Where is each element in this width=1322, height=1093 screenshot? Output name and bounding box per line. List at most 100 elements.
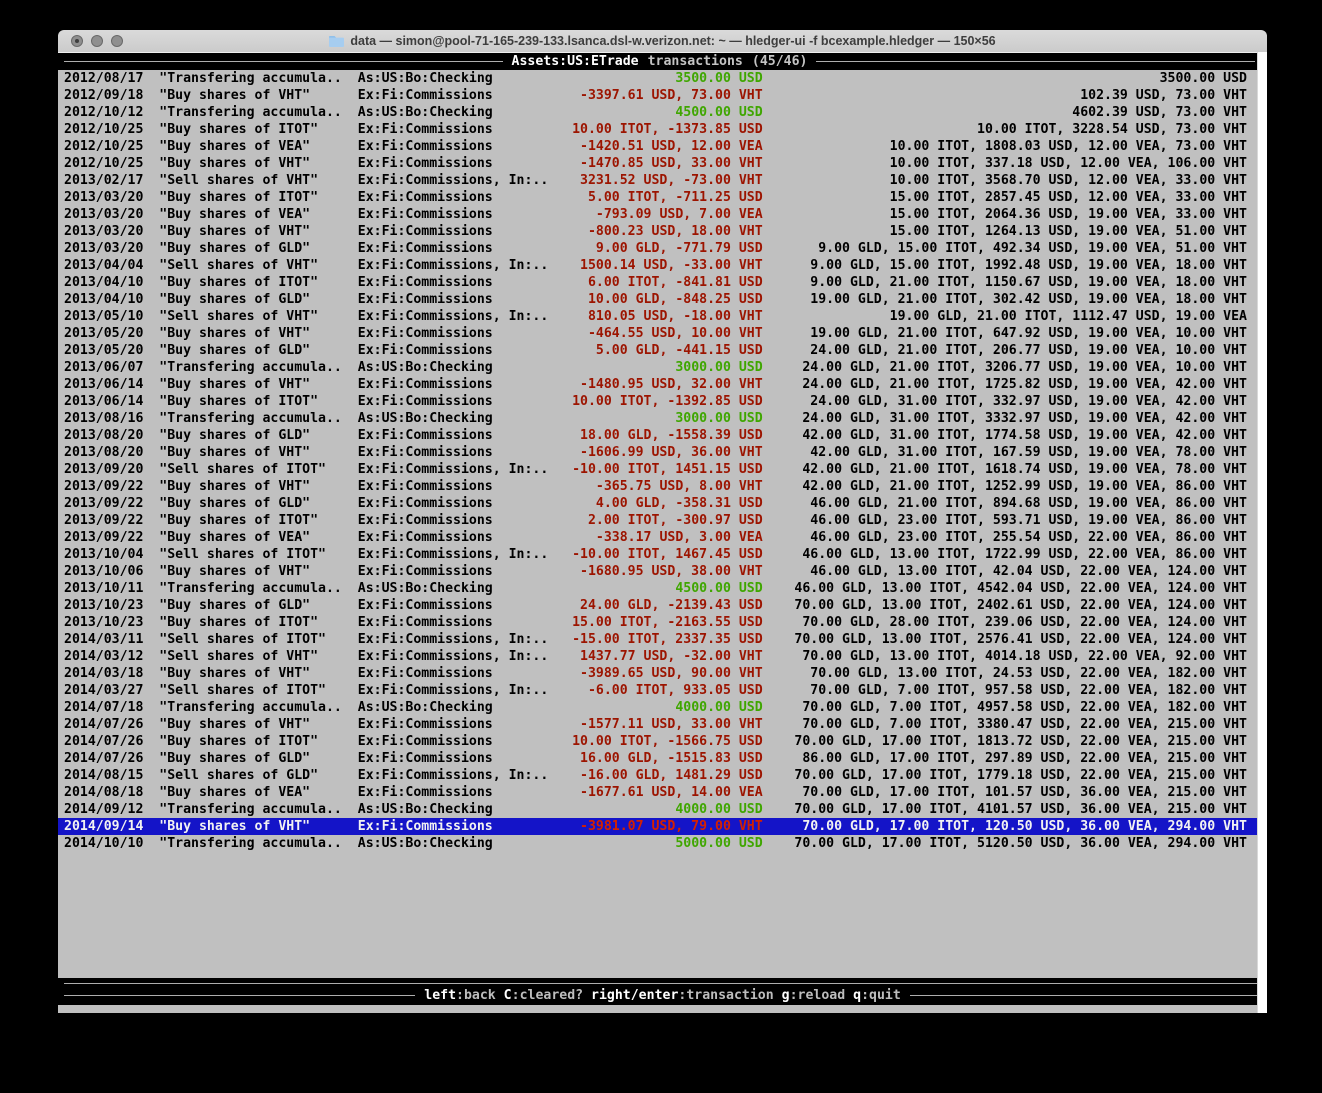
transaction-row[interactable]: 2014/08/15 "Sell shares of GLD" Ex:Fi:Comm… bbox=[58, 767, 1267, 784]
key-hint-right-enter: right/enter bbox=[591, 987, 679, 1003]
transaction-row[interactable]: 2013/04/10 "Buy shares of GLD" Ex:Fi:Commi… bbox=[58, 291, 1267, 308]
transaction-date: 2013/06/14 bbox=[64, 394, 144, 409]
minimize-button[interactable] bbox=[91, 35, 103, 47]
transaction-balance: 70.00 GLD, 17.00 ITOT, 101.57 USD, 36.00… bbox=[802, 785, 1247, 800]
scrollbar-track[interactable] bbox=[1257, 52, 1267, 1013]
transaction-row[interactable]: 2013/09/22 "Buy shares of ITOT" Ex:Fi:Comm… bbox=[58, 512, 1267, 529]
transaction-other-accounts: Ex:Fi:Commissions, In:.. bbox=[357, 632, 549, 647]
transaction-row[interactable]: 2013/03/20 "Buy shares of ITOT" Ex:Fi:Comm… bbox=[58, 189, 1267, 206]
transaction-row[interactable]: 2013/08/20 "Buy shares of VHT" Ex:Fi:Commi… bbox=[58, 444, 1267, 461]
transaction-other-accounts: Ex:Fi:Commissions bbox=[357, 394, 493, 409]
transaction-row[interactable]: 2014/07/26 "Buy shares of VHT" Ex:Fi:Commi… bbox=[58, 716, 1267, 733]
transaction-balance: 70.00 GLD, 7.00 ITOT, 957.58 USD, 22.00 … bbox=[810, 683, 1247, 698]
transaction-balance: 24.00 GLD, 31.00 ITOT, 332.97 USD, 19.00… bbox=[810, 394, 1247, 409]
transaction-date: 2014/08/18 bbox=[64, 785, 144, 800]
transaction-change-amount: -1606.99 USD, 36.00 VHT bbox=[580, 445, 763, 460]
transaction-change-amount: 1437.77 USD, -32.00 VHT bbox=[580, 649, 763, 664]
transaction-row[interactable]: 2013/03/20 "Buy shares of VEA" Ex:Fi:Commi… bbox=[58, 206, 1267, 223]
transaction-row[interactable]: 2014/03/12 "Sell shares of VHT" Ex:Fi:Comm… bbox=[58, 648, 1267, 665]
transaction-date: 2013/04/10 bbox=[64, 275, 144, 290]
transaction-date: 2013/08/16 bbox=[64, 411, 144, 426]
close-button[interactable] bbox=[71, 35, 83, 47]
transaction-description: "Buy shares of ITOT" bbox=[159, 615, 319, 630]
transaction-row[interactable]: 2013/03/20 "Buy shares of VHT" Ex:Fi:Commi… bbox=[58, 223, 1267, 240]
transaction-description: "Buy shares of ITOT" bbox=[159, 275, 319, 290]
transaction-change-amount: -15.00 ITOT, 2337.35 USD bbox=[572, 632, 763, 647]
transaction-row[interactable]: 2013/10/04 "Sell shares of ITOT" Ex:Fi:Com… bbox=[58, 546, 1267, 563]
transaction-row[interactable]: 2013/05/20 "Buy shares of GLD" Ex:Fi:Commi… bbox=[58, 342, 1267, 359]
transaction-row[interactable]: 2013/09/22 "Buy shares of VEA" Ex:Fi:Commi… bbox=[58, 529, 1267, 546]
transaction-balance: 70.00 GLD, 17.00 ITOT, 120.50 USD, 36.00… bbox=[802, 819, 1247, 834]
transaction-other-accounts: Ex:Fi:Commissions bbox=[357, 445, 493, 460]
key-hint-C: C bbox=[503, 987, 512, 1003]
transaction-row[interactable]: 2014/09/12 "Transfering accumula.. As:US:B… bbox=[58, 801, 1267, 818]
transaction-row[interactable]: 2012/10/25 "Buy shares of VHT" Ex:Fi:Commi… bbox=[58, 155, 1267, 172]
transaction-row[interactable]: 2013/05/20 "Buy shares of VHT" Ex:Fi:Commi… bbox=[58, 325, 1267, 342]
transaction-row[interactable]: 2012/08/17 "Transfering accumula.. As:US:B… bbox=[58, 70, 1267, 87]
footer-rule-top bbox=[64, 983, 1261, 984]
transaction-row[interactable]: 2014/03/18 "Buy shares of VHT" Ex:Fi:Commi… bbox=[58, 665, 1267, 682]
transaction-row[interactable]: 2013/09/22 "Buy shares of VHT" Ex:Fi:Commi… bbox=[58, 478, 1267, 495]
transaction-row[interactable]: 2013/10/23 "Buy shares of GLD" Ex:Fi:Commi… bbox=[58, 597, 1267, 614]
transaction-row[interactable]: 2014/07/18 "Transfering accumula.. As:US:B… bbox=[58, 699, 1267, 716]
account-name: Assets:US:ETrade bbox=[511, 54, 639, 69]
transaction-description: "Buy shares of VHT" bbox=[159, 88, 311, 103]
transaction-row[interactable]: 2014/09/14 "Buy shares of VHT" Ex:Fi:Commi… bbox=[58, 818, 1267, 835]
transaction-other-accounts: Ex:Fi:Commissions bbox=[357, 666, 493, 681]
transaction-row[interactable]: 2014/07/26 "Buy shares of GLD" Ex:Fi:Commi… bbox=[58, 750, 1267, 767]
transaction-row[interactable]: 2012/10/12 "Transfering accumula.. As:US:B… bbox=[58, 104, 1267, 121]
transaction-change-amount: -800.23 USD, 18.00 VHT bbox=[587, 224, 763, 239]
transaction-other-accounts: Ex:Fi:Commissions bbox=[357, 139, 493, 154]
header-bar: Assets:US:ETrade transactions (45/46) bbox=[58, 52, 1267, 70]
transaction-date: 2013/09/22 bbox=[64, 513, 144, 528]
transaction-row[interactable]: 2013/03/20 "Buy shares of GLD" Ex:Fi:Commi… bbox=[58, 240, 1267, 257]
transaction-row[interactable]: 2013/09/22 "Buy shares of GLD" Ex:Fi:Commi… bbox=[58, 495, 1267, 512]
transaction-row[interactable]: 2013/08/16 "Transfering accumula.. As:US:B… bbox=[58, 410, 1267, 427]
transaction-row[interactable]: 2014/03/27 "Sell shares of ITOT" Ex:Fi:Com… bbox=[58, 682, 1267, 699]
transaction-description: "Buy shares of ITOT" bbox=[159, 394, 319, 409]
transaction-row[interactable]: 2013/10/11 "Transfering accumula.. As:US:B… bbox=[58, 580, 1267, 597]
transaction-row[interactable]: 2014/07/26 "Buy shares of ITOT" Ex:Fi:Comm… bbox=[58, 733, 1267, 750]
transaction-row[interactable]: 2013/06/14 "Buy shares of VHT" Ex:Fi:Commi… bbox=[58, 376, 1267, 393]
transaction-row[interactable]: 2012/10/25 "Buy shares of VEA" Ex:Fi:Commi… bbox=[58, 138, 1267, 155]
transaction-row[interactable]: 2013/06/14 "Buy shares of ITOT" Ex:Fi:Comm… bbox=[58, 393, 1267, 410]
transaction-row[interactable]: 2013/05/10 "Sell shares of VHT" Ex:Fi:Comm… bbox=[58, 308, 1267, 325]
transaction-other-accounts: Ex:Fi:Commissions bbox=[357, 513, 493, 528]
transaction-change-amount: -3397.61 USD, 73.00 VHT bbox=[580, 88, 763, 103]
transaction-row[interactable]: 2013/06/07 "Transfering accumula.. As:US:B… bbox=[58, 359, 1267, 376]
transaction-other-accounts: Ex:Fi:Commissions bbox=[357, 224, 493, 239]
transaction-description: "Buy shares of VHT" bbox=[159, 224, 311, 239]
transaction-description: "Transfering accumula.. bbox=[159, 836, 342, 851]
transaction-row[interactable]: 2014/08/18 "Buy shares of VEA" Ex:Fi:Commi… bbox=[58, 784, 1267, 801]
transaction-change-amount: -1480.95 USD, 32.00 VHT bbox=[580, 377, 763, 392]
transaction-other-accounts: Ex:Fi:Commissions bbox=[357, 326, 493, 341]
transaction-row[interactable]: 2014/03/11 "Sell shares of ITOT" Ex:Fi:Com… bbox=[58, 631, 1267, 648]
transaction-other-accounts: Ex:Fi:Commissions bbox=[357, 751, 493, 766]
zoom-button[interactable] bbox=[111, 35, 123, 47]
transaction-balance: 9.00 GLD, 15.00 ITOT, 492.34 USD, 19.00 … bbox=[818, 241, 1247, 256]
transaction-row[interactable]: 2012/09/18 "Buy shares of VHT" Ex:Fi:Commi… bbox=[58, 87, 1267, 104]
transaction-row[interactable]: 2013/08/20 "Buy shares of GLD" Ex:Fi:Commi… bbox=[58, 427, 1267, 444]
transaction-description: "Transfering accumula.. bbox=[159, 71, 342, 86]
transaction-date: 2013/03/20 bbox=[64, 190, 144, 205]
transaction-balance: 70.00 GLD, 13.00 ITOT, 2576.41 USD, 22.0… bbox=[794, 632, 1247, 647]
transaction-row[interactable]: 2013/04/04 "Sell shares of VHT" Ex:Fi:Comm… bbox=[58, 257, 1267, 274]
transaction-row[interactable]: 2013/10/06 "Buy shares of VHT" Ex:Fi:Commi… bbox=[58, 563, 1267, 580]
transaction-other-accounts: Ex:Fi:Commissions bbox=[357, 241, 493, 256]
transaction-row[interactable]: 2013/04/10 "Buy shares of ITOT" Ex:Fi:Comm… bbox=[58, 274, 1267, 291]
transaction-row[interactable]: 2014/10/10 "Transfering accumula.. As:US:B… bbox=[58, 835, 1267, 852]
transaction-row[interactable]: 2013/09/20 "Sell shares of ITOT" Ex:Fi:Com… bbox=[58, 461, 1267, 478]
transaction-row[interactable]: 2013/02/17 "Sell shares of VHT" Ex:Fi:Comm… bbox=[58, 172, 1267, 189]
transaction-row[interactable]: 2012/10/25 "Buy shares of ITOT" Ex:Fi:Comm… bbox=[58, 121, 1267, 138]
transaction-balance: 70.00 GLD, 17.00 ITOT, 5120.50 USD, 36.0… bbox=[794, 836, 1247, 851]
transaction-description: "Sell shares of GLD" bbox=[159, 768, 319, 783]
transaction-change-amount: 10.00 ITOT, -1566.75 USD bbox=[572, 734, 763, 749]
key-hint-left: left bbox=[424, 987, 457, 1003]
traffic-lights bbox=[71, 35, 123, 47]
title-bar[interactable]: data — simon@pool-71-165-239-133.lsanca.… bbox=[58, 30, 1267, 52]
transaction-balance: 70.00 GLD, 13.00 ITOT, 24.53 USD, 22.00 … bbox=[810, 666, 1247, 681]
key-hints: left:back C:cleared? right/enter:transac… bbox=[424, 987, 901, 1003]
transaction-change-amount: -1577.11 USD, 33.00 VHT bbox=[580, 717, 763, 732]
transaction-row[interactable]: 2013/10/23 "Buy shares of ITOT" Ex:Fi:Comm… bbox=[58, 614, 1267, 631]
transaction-date: 2014/09/12 bbox=[64, 802, 144, 817]
